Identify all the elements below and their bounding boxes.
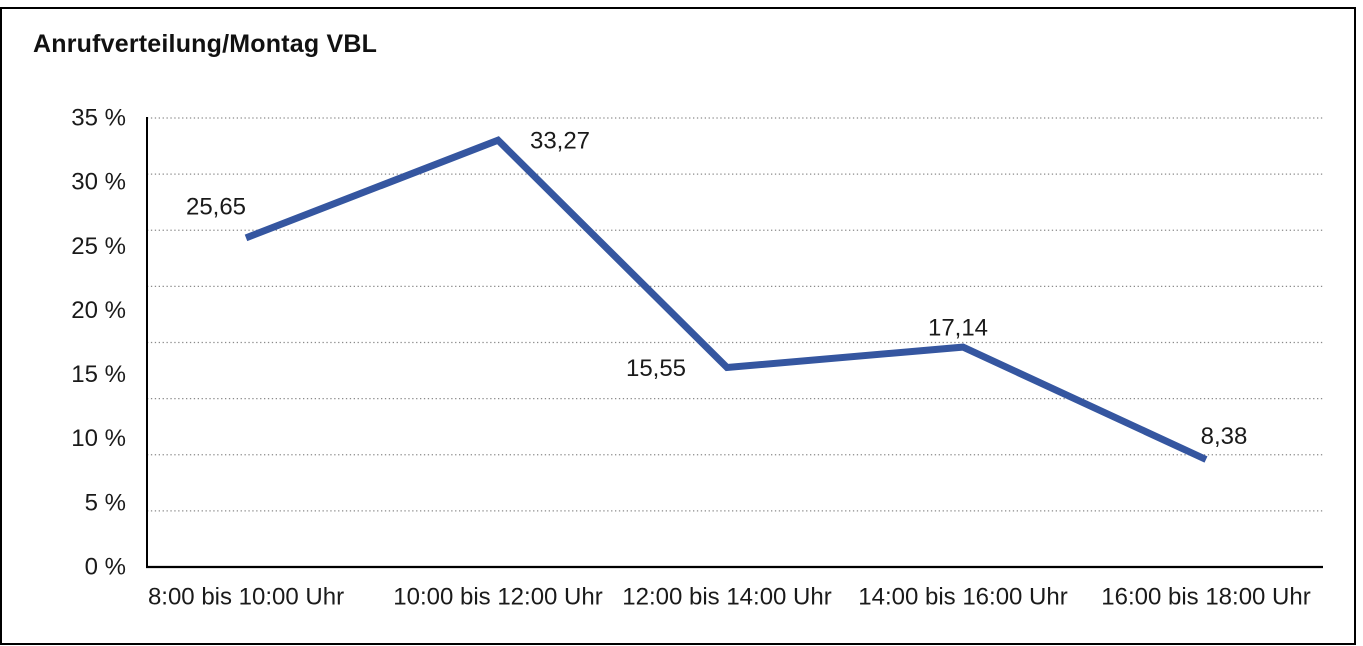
y-axis-tick-label: 30 % <box>71 169 126 196</box>
y-axis-tick-label: 20 % <box>71 297 126 324</box>
data-point-label: 25,65 <box>186 193 246 220</box>
data-point-label: 33,27 <box>530 128 590 155</box>
y-axis-tick-label: 0 % <box>85 554 126 581</box>
x-axis-tick-label: 12:00 bis 14:00 Uhr <box>622 584 831 611</box>
y-axis-tick-label: 10 % <box>71 425 126 452</box>
data-point-label: 8,38 <box>1201 423 1248 450</box>
x-axis-tick-label: 8:00 bis 10:00 Uhr <box>148 584 344 611</box>
x-axis-tick-label: 10:00 bis 12:00 Uhr <box>393 584 602 611</box>
data-point-label: 17,14 <box>928 315 988 342</box>
y-axis-tick-label: 15 % <box>71 361 126 388</box>
y-axis-tick-label: 5 % <box>85 489 126 516</box>
y-axis-tick-label: 35 % <box>71 105 126 132</box>
y-axis-tick-label: 25 % <box>71 233 126 260</box>
x-axis-tick-label: 14:00 bis 16:00 Uhr <box>858 584 1067 611</box>
data-line <box>244 136 1208 463</box>
chart-title: Anrufverteilung/Montag VBL <box>33 30 378 58</box>
data-point-label: 15,55 <box>626 355 686 382</box>
x-axis-tick-label: 16:00 bis 18:00 Uhr <box>1101 584 1310 611</box>
